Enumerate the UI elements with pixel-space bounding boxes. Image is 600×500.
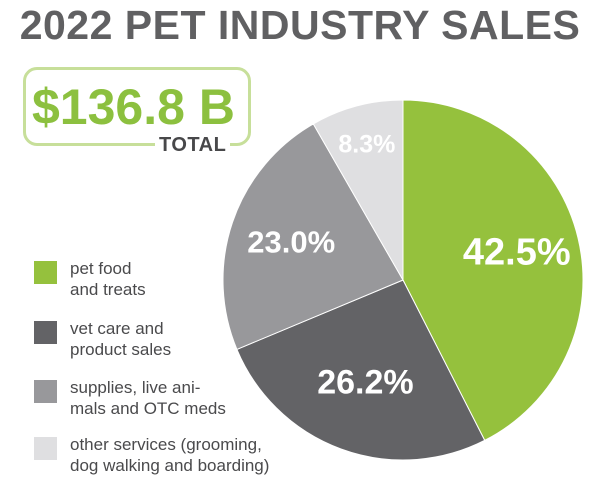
pie-slice-other-services <box>312 99 404 282</box>
chart-title: 2022 PET INDUSTRY SALES <box>19 2 581 48</box>
legend-label: supplies, live ani- mals and OTC meds <box>70 378 226 418</box>
total-label: TOTAL <box>155 134 231 157</box>
pie-slice-vet-care <box>236 279 486 461</box>
legend-swatch <box>34 380 57 403</box>
total-value: $136.8 B <box>32 79 235 135</box>
slice-label-supplies: 23.0% <box>247 225 335 260</box>
legend-label: vet care and product sales <box>70 319 172 359</box>
pie-slice-supplies <box>222 123 404 351</box>
total-box <box>23 67 251 146</box>
slice-label-pet-food: 42.5% <box>463 232 571 274</box>
slice-label-other-services: 8.3% <box>338 131 395 159</box>
legend-swatch <box>34 437 57 460</box>
legend-label: other services (grooming, dog walking an… <box>70 435 270 475</box>
legend-swatch <box>34 321 57 344</box>
slice-label-vet-care: 26.2% <box>317 363 413 401</box>
legend-label: pet food and treats <box>70 259 146 299</box>
legend-swatch <box>34 261 57 284</box>
pie-slice-pet-food <box>402 99 584 442</box>
